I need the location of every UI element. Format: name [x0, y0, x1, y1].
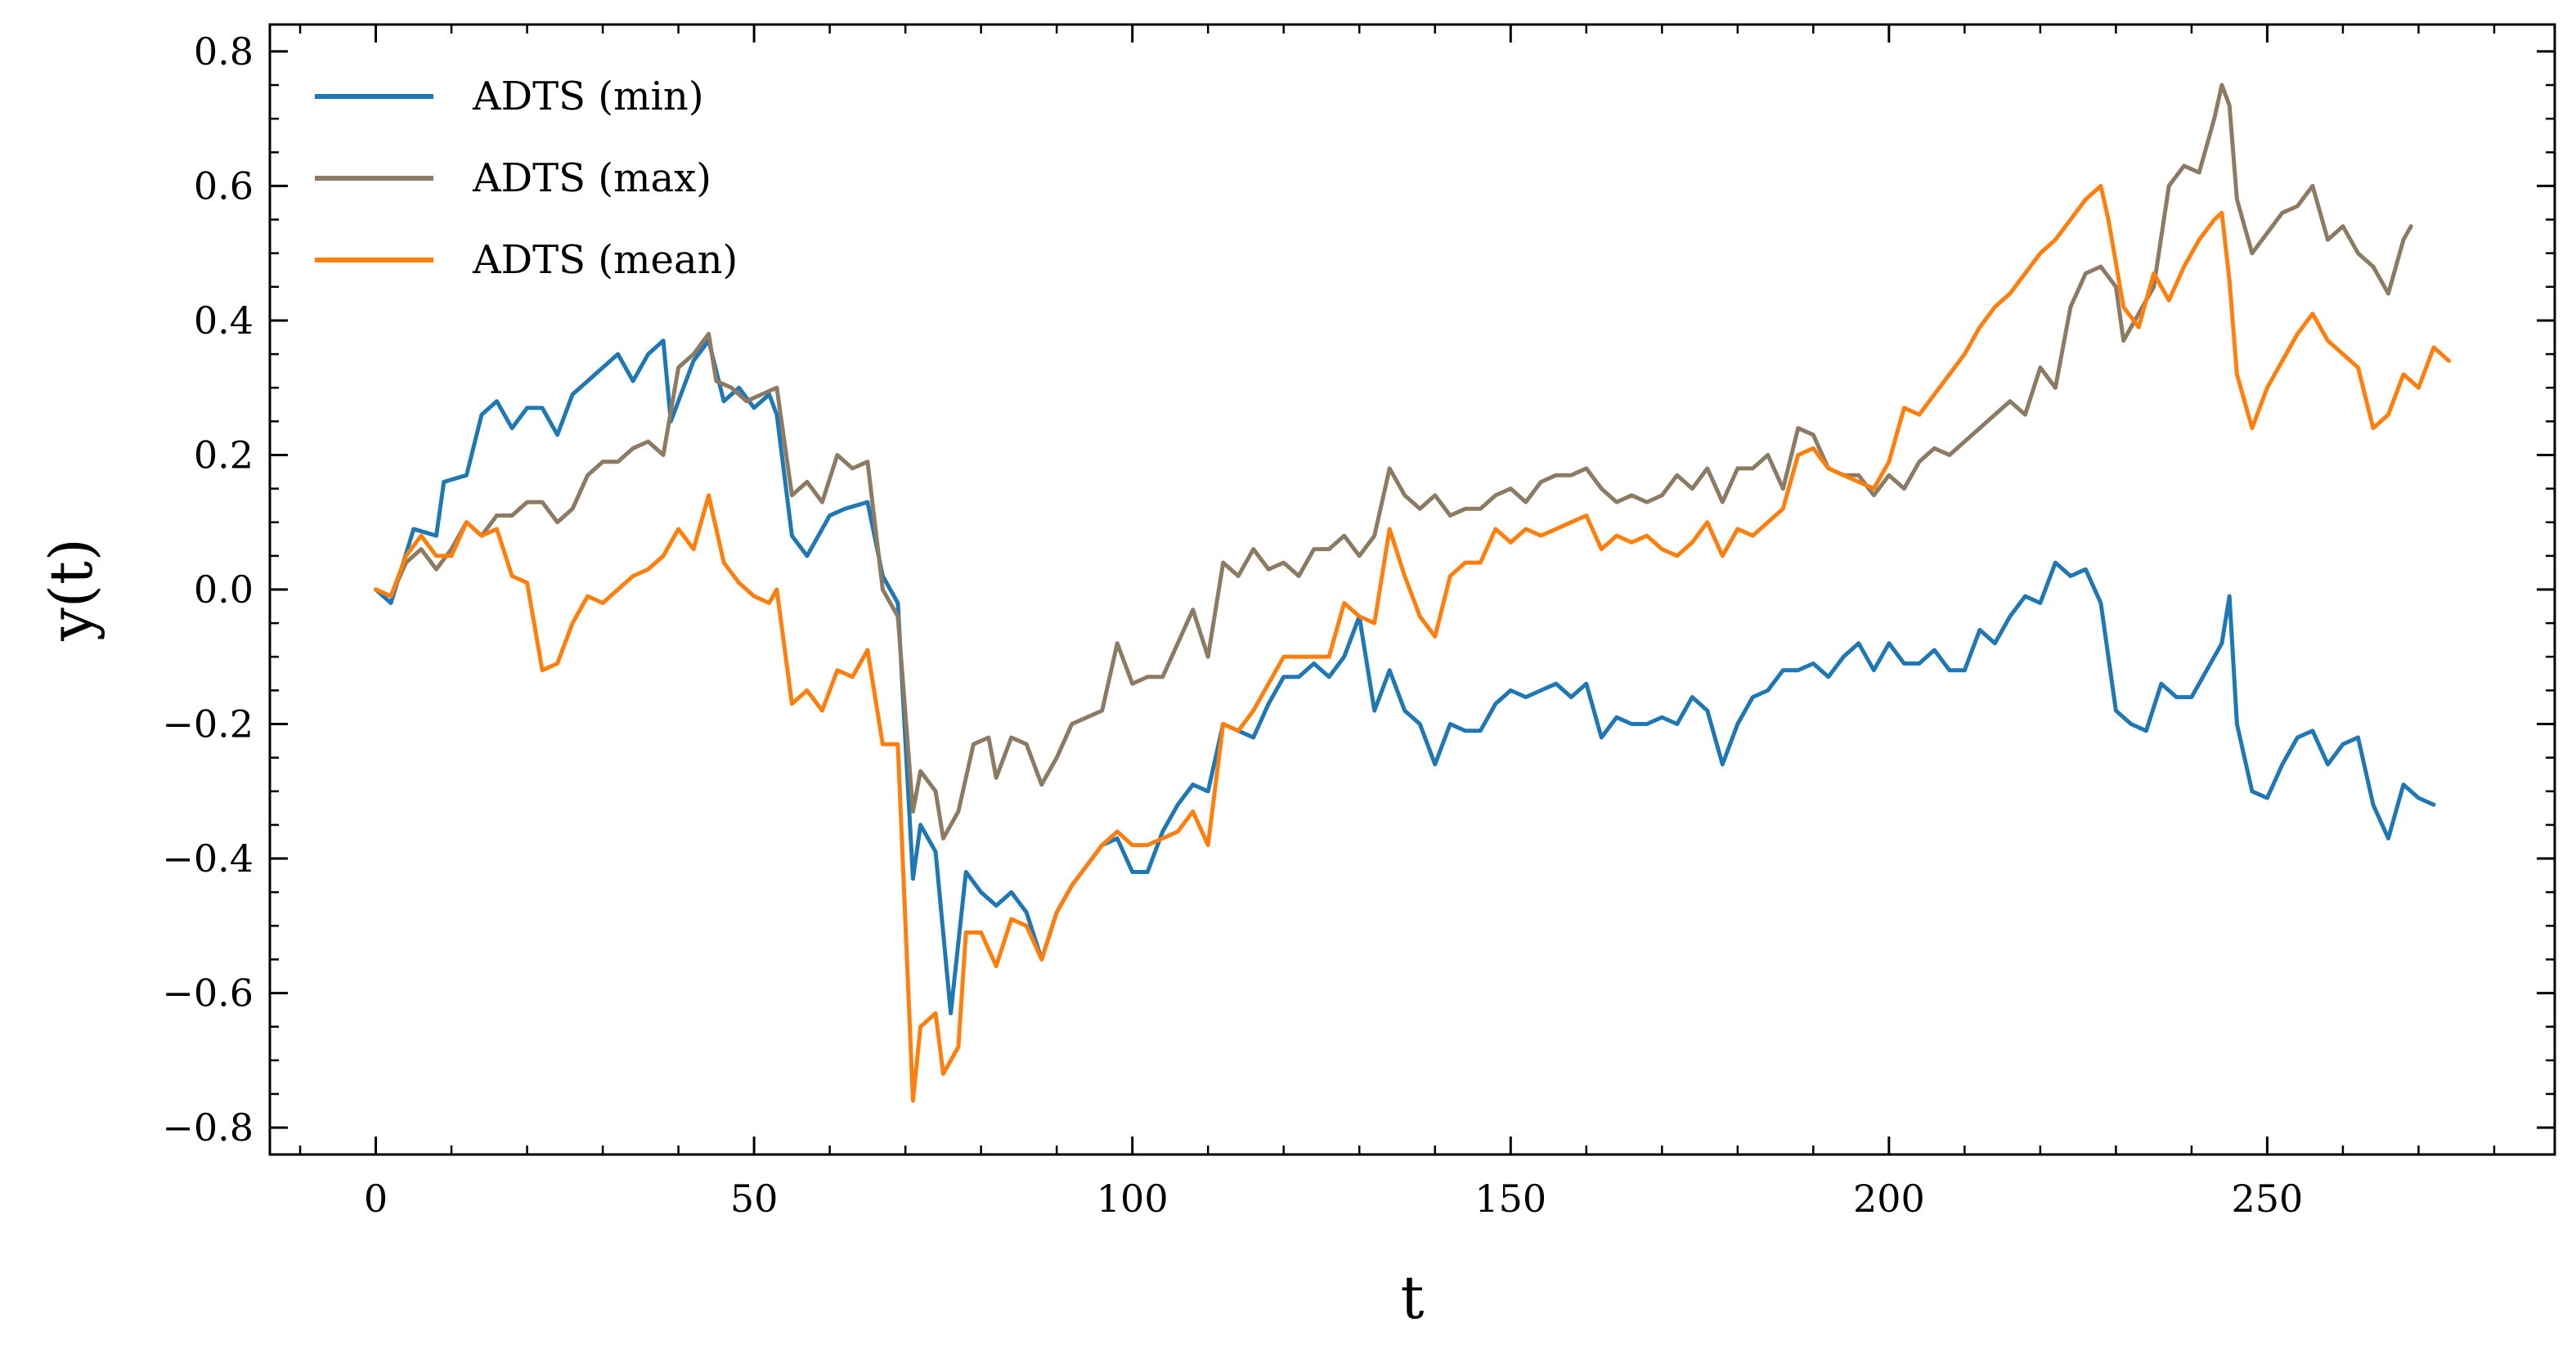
x-tick-label: 150 — [1474, 1177, 1546, 1221]
x-tick-label: 50 — [730, 1177, 779, 1221]
series-layer — [374, 83, 2451, 1103]
x-tick-label: 0 — [364, 1177, 388, 1221]
y-tick-label: 0.4 — [194, 298, 254, 343]
plot-frame — [268, 23, 2556, 1156]
y-tick-label: −0.6 — [162, 971, 254, 1016]
y-axis-label: y(t) — [37, 538, 105, 642]
x-tick-label: 250 — [2232, 1177, 2304, 1221]
x-tick-label: 100 — [1097, 1177, 1169, 1221]
y-tick-label: −0.8 — [162, 1105, 254, 1150]
y-tick-label: −0.2 — [162, 702, 254, 746]
legend-label-1: ADTS (min) — [472, 74, 704, 119]
y-tick-label: 0.2 — [194, 433, 254, 477]
y-tick-label: 0.0 — [194, 567, 254, 612]
legend-label-2: ADTS (max) — [472, 155, 711, 201]
legend: ADTS (min) ADTS (max) ADTS (mean) — [315, 74, 738, 283]
ticks-layer: 0 50 100 150 200 250 −0.8 −0.6 −0.4 −0.2 0.0 0.2 0.4… — [162, 25, 2555, 1221]
legend-label-3: ADTS (mean) — [472, 237, 738, 283]
x-axis-label: t — [1401, 1263, 1425, 1332]
x-tick-label: 200 — [1853, 1177, 1925, 1221]
series-line-3 — [374, 183, 2451, 1103]
series-line-2 — [374, 83, 2413, 841]
y-tick-label: 0.8 — [194, 29, 254, 74]
y-tick-label: 0.6 — [194, 164, 254, 208]
y-tick-label: −0.4 — [162, 836, 254, 881]
